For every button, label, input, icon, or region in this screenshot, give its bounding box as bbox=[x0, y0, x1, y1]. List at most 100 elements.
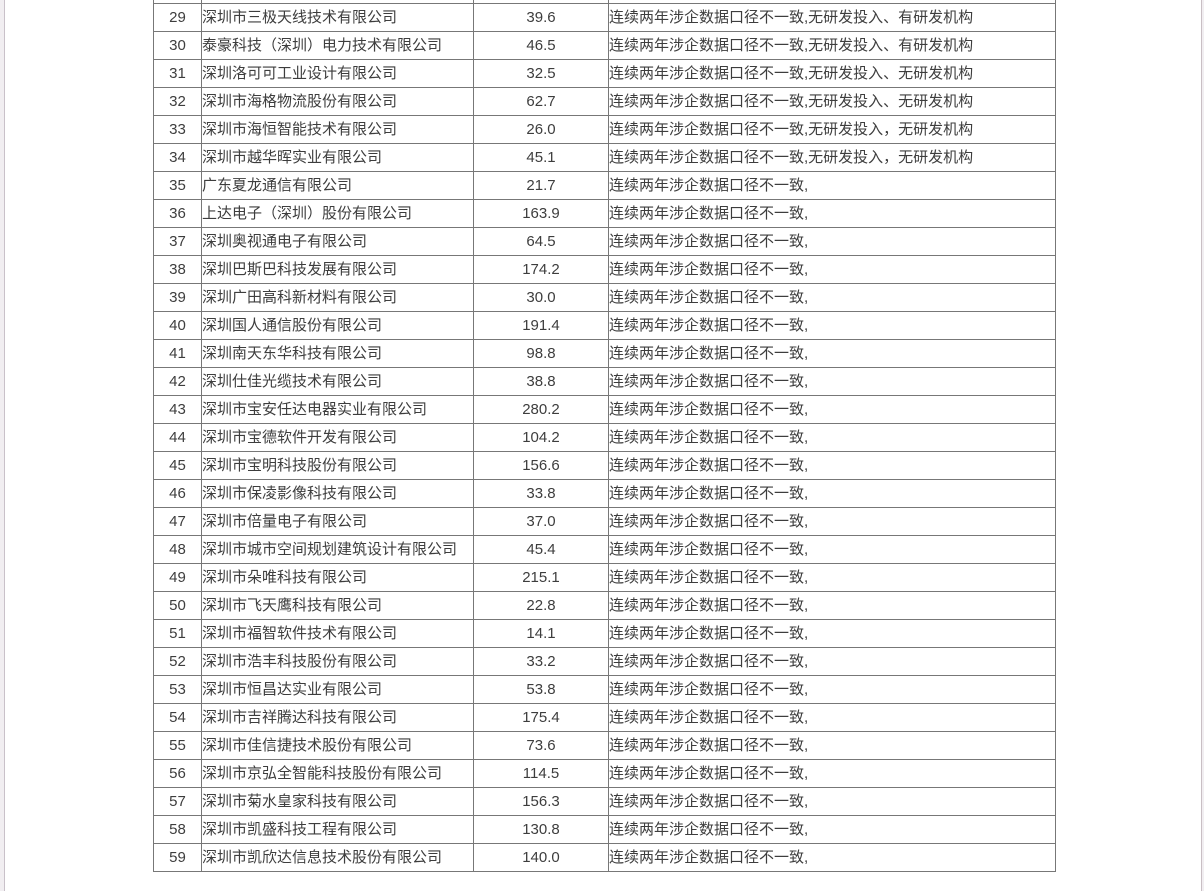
value-cell: 21.7 bbox=[473, 170, 609, 200]
company-name-cell: 深圳市三极天线技术有限公司 bbox=[201, 2, 474, 32]
value-cell: 33.8 bbox=[473, 478, 609, 508]
remark-cell: 连续两年涉企数据口径不一致, bbox=[608, 786, 1056, 816]
company-name-cell: 泰豪科技（深圳）电力技术有限公司 bbox=[201, 30, 474, 60]
remark-cell: 连续两年涉企数据口径不一致, bbox=[608, 618, 1056, 648]
value-cell: 45.1 bbox=[473, 142, 609, 172]
remark-cell: 连续两年涉企数据口径不一致, bbox=[608, 730, 1056, 760]
company-name-cell: 深圳南天东华科技有限公司 bbox=[201, 338, 474, 368]
company-name-cell: 深圳市吉祥腾达科技有限公司 bbox=[201, 702, 474, 732]
table-row: 47 深圳市倍量电子有限公司 37.0 连续两年涉企数据口径不一致, bbox=[153, 506, 1056, 536]
value-cell: 130.8 bbox=[473, 814, 609, 844]
value-cell: 215.1 bbox=[473, 562, 609, 592]
row-index-cell: 54 bbox=[153, 702, 202, 732]
value-cell: 62.7 bbox=[473, 86, 609, 116]
table-row: 33 深圳市海恒智能技术有限公司 26.0 连续两年涉企数据口径不一致,无研发投入，无… bbox=[153, 114, 1056, 144]
table-row: 37 深圳奥视通电子有限公司 64.5 连续两年涉企数据口径不一致, bbox=[153, 226, 1056, 256]
remark-cell: 连续两年涉企数据口径不一致, bbox=[608, 590, 1056, 620]
value-cell: 14.1 bbox=[473, 618, 609, 648]
value-cell: 191.4 bbox=[473, 310, 609, 340]
company-name-cell: 深圳市飞天鹰科技有限公司 bbox=[201, 590, 474, 620]
table-row: 31 深圳洛可可工业设计有限公司 32.5 连续两年涉企数据口径不一致,无研发投入、无… bbox=[153, 58, 1056, 88]
value-cell: 45.4 bbox=[473, 534, 609, 564]
company-name-cell: 深圳洛可可工业设计有限公司 bbox=[201, 58, 474, 88]
remark-cell: 连续两年涉企数据口径不一致,无研发投入，无研发机构 bbox=[608, 142, 1056, 172]
remark-cell: 连续两年涉企数据口径不一致, bbox=[608, 366, 1056, 396]
row-index-cell: 50 bbox=[153, 590, 202, 620]
company-name-cell: 深圳市凯盛科技工程有限公司 bbox=[201, 814, 474, 844]
row-index-cell: 48 bbox=[153, 534, 202, 564]
row-index-cell: 45 bbox=[153, 450, 202, 480]
table-row: 58 深圳市凯盛科技工程有限公司 130.8 连续两年涉企数据口径不一致, bbox=[153, 814, 1056, 844]
table-row: 57 深圳市菊水皇家科技有限公司 156.3 连续两年涉企数据口径不一致, bbox=[153, 786, 1056, 816]
remark-cell: 连续两年涉企数据口径不一致, bbox=[608, 506, 1056, 536]
row-index-cell: 53 bbox=[153, 674, 202, 704]
row-index-cell: 38 bbox=[153, 254, 202, 284]
remark-cell: 连续两年涉企数据口径不一致, bbox=[608, 478, 1056, 508]
company-name-cell: 深圳市佳信捷技术股份有限公司 bbox=[201, 730, 474, 760]
page-right-edge bbox=[1201, 0, 1204, 891]
value-cell: 140.0 bbox=[473, 842, 609, 872]
table-row: 54 深圳市吉祥腾达科技有限公司 175.4 连续两年涉企数据口径不一致, bbox=[153, 702, 1056, 732]
value-cell: 37.0 bbox=[473, 506, 609, 536]
table-row: 43 深圳市宝安任达电器实业有限公司 280.2 连续两年涉企数据口径不一致, bbox=[153, 394, 1056, 424]
company-name-cell: 广东夏龙通信有限公司 bbox=[201, 170, 474, 200]
company-name-cell: 深圳国人通信股份有限公司 bbox=[201, 310, 474, 340]
remark-cell: 连续两年涉企数据口径不一致, bbox=[608, 814, 1056, 844]
value-cell: 64.5 bbox=[473, 226, 609, 256]
remark-cell: 连续两年涉企数据口径不一致, bbox=[608, 170, 1056, 200]
table-row: 56 深圳市京弘全智能科技股份有限公司 114.5 连续两年涉企数据口径不一致, bbox=[153, 758, 1056, 788]
row-index-cell: 59 bbox=[153, 842, 202, 872]
row-index-cell: 43 bbox=[153, 394, 202, 424]
row-index-cell: 42 bbox=[153, 366, 202, 396]
table-row: 59 深圳市凯欣达信息技术股份有限公司 140.0 连续两年涉企数据口径不一致, bbox=[153, 842, 1056, 872]
remark-cell: 连续两年涉企数据口径不一致, bbox=[608, 702, 1056, 732]
remark-cell: 连续两年涉企数据口径不一致, bbox=[608, 842, 1056, 872]
remark-cell: 连续两年涉企数据口径不一致,无研发投入、无研发机构 bbox=[608, 86, 1056, 116]
remark-cell: 连续两年涉企数据口径不一致, bbox=[608, 422, 1056, 452]
table-row: 34 深圳市越华晖实业有限公司 45.1 连续两年涉企数据口径不一致,无研发投入，无研… bbox=[153, 142, 1056, 172]
remark-cell: 连续两年涉企数据口径不一致, bbox=[608, 394, 1056, 424]
company-name-cell: 上达电子（深圳）股份有限公司 bbox=[201, 198, 474, 228]
remark-cell: 连续两年涉企数据口径不一致,无研发投入、有研发机构 bbox=[608, 2, 1056, 32]
value-cell: 53.8 bbox=[473, 674, 609, 704]
table-row: 32 深圳市海格物流股份有限公司 62.7 连续两年涉企数据口径不一致,无研发投入、无… bbox=[153, 86, 1056, 116]
row-index-cell: 35 bbox=[153, 170, 202, 200]
row-index-cell: 33 bbox=[153, 114, 202, 144]
table-row: 50 深圳市飞天鹰科技有限公司 22.8 连续两年涉企数据口径不一致, bbox=[153, 590, 1056, 620]
remark-cell: 连续两年涉企数据口径不一致, bbox=[608, 562, 1056, 592]
remark-cell: 连续两年涉企数据口径不一致, bbox=[608, 226, 1056, 256]
table-row: 40 深圳国人通信股份有限公司 191.4 连续两年涉企数据口径不一致, bbox=[153, 310, 1056, 340]
value-cell: 104.2 bbox=[473, 422, 609, 452]
company-name-cell: 深圳市宝德软件开发有限公司 bbox=[201, 422, 474, 452]
remark-cell: 连续两年涉企数据口径不一致, bbox=[608, 338, 1056, 368]
row-index-cell: 40 bbox=[153, 310, 202, 340]
value-cell: 174.2 bbox=[473, 254, 609, 284]
table-row: 55 深圳市佳信捷技术股份有限公司 73.6 连续两年涉企数据口径不一致, bbox=[153, 730, 1056, 760]
company-name-cell: 深圳广田高科新材料有限公司 bbox=[201, 282, 474, 312]
value-cell: 26.0 bbox=[473, 114, 609, 144]
table-row: 41 深圳南天东华科技有限公司 98.8 连续两年涉企数据口径不一致, bbox=[153, 338, 1056, 368]
remark-cell: 连续两年涉企数据口径不一致, bbox=[608, 450, 1056, 480]
company-table: 29 深圳市三极天线技术有限公司 39.6 连续两年涉企数据口径不一致,无研发投入、有… bbox=[153, 0, 1056, 872]
value-cell: 46.5 bbox=[473, 30, 609, 60]
row-index-cell: 32 bbox=[153, 86, 202, 116]
table-row: 44 深圳市宝德软件开发有限公司 104.2 连续两年涉企数据口径不一致, bbox=[153, 422, 1056, 452]
remark-cell: 连续两年涉企数据口径不一致,无研发投入、有研发机构 bbox=[608, 30, 1056, 60]
table-row: 53 深圳市恒昌达实业有限公司 53.8 连续两年涉企数据口径不一致, bbox=[153, 674, 1056, 704]
row-index-cell: 55 bbox=[153, 730, 202, 760]
row-index-cell: 57 bbox=[153, 786, 202, 816]
remark-cell: 连续两年涉企数据口径不一致, bbox=[608, 674, 1056, 704]
row-index-cell: 34 bbox=[153, 142, 202, 172]
company-table-body: 29 深圳市三极天线技术有限公司 39.6 连续两年涉企数据口径不一致,无研发投入、有… bbox=[153, 0, 1056, 872]
row-index-cell: 41 bbox=[153, 338, 202, 368]
remark-cell: 连续两年涉企数据口径不一致, bbox=[608, 758, 1056, 788]
document-page: 29 深圳市三极天线技术有限公司 39.6 连续两年涉企数据口径不一致,无研发投入、有… bbox=[153, 0, 1056, 872]
table-row: 30 泰豪科技（深圳）电力技术有限公司 46.5 连续两年涉企数据口径不一致,无研发投… bbox=[153, 30, 1056, 60]
company-name-cell: 深圳市菊水皇家科技有限公司 bbox=[201, 786, 474, 816]
company-name-cell: 深圳市海格物流股份有限公司 bbox=[201, 86, 474, 116]
company-name-cell: 深圳市朵唯科技有限公司 bbox=[201, 562, 474, 592]
value-cell: 114.5 bbox=[473, 758, 609, 788]
remark-cell: 连续两年涉企数据口径不一致, bbox=[608, 198, 1056, 228]
value-cell: 98.8 bbox=[473, 338, 609, 368]
company-name-cell: 深圳市宝明科技股份有限公司 bbox=[201, 450, 474, 480]
